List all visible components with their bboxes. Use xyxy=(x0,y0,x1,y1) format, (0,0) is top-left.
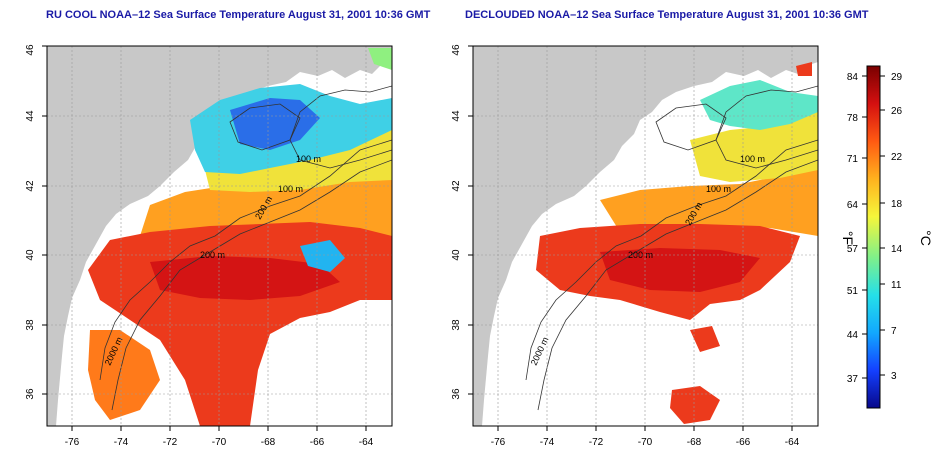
x-axis-ticks xyxy=(497,426,793,431)
celsius-tick-label: 18 xyxy=(891,199,903,210)
celsius-tick-label: 7 xyxy=(891,326,897,337)
sst-ne-patch xyxy=(796,62,812,76)
sst-south-patch xyxy=(670,386,720,424)
x-tick-label: -72 xyxy=(589,437,604,448)
y-tick-label: 42 xyxy=(451,180,462,192)
fahrenheit-unit-label: °F xyxy=(840,231,856,245)
contour-label-100m-b: 100 m xyxy=(706,184,731,194)
y-tick-label: 40 xyxy=(25,249,36,261)
x-tick-label: -76 xyxy=(491,437,506,448)
x-tick-label: -70 xyxy=(212,437,227,448)
y-tick-label: 44 xyxy=(451,110,462,122)
celsius-tick-label: 3 xyxy=(891,371,897,382)
panel-title-left: RU COOL NOAA–12 Sea Surface Temperature … xyxy=(46,9,431,21)
x-tick-label: -74 xyxy=(540,437,555,448)
fahrenheit-tick-label: 44 xyxy=(847,330,859,341)
x-tick-label: -68 xyxy=(261,437,276,448)
left-map-panel: 100 m 100 m 200 m 200 m 2000 m xyxy=(25,44,393,448)
bathymetry-contours xyxy=(99,85,392,411)
y-tick-label: 36 xyxy=(25,388,36,400)
sst-ne-patch xyxy=(368,48,392,70)
y-tick-label: 38 xyxy=(451,319,462,331)
land-mass xyxy=(47,46,392,426)
land-mass xyxy=(473,46,818,426)
fahrenheit-labels: 84 78 71 64 57 51 44 37 xyxy=(847,72,859,385)
sst-blue-core xyxy=(230,98,320,150)
y-tick-label: 38 xyxy=(25,319,36,331)
x-tick-label: -74 xyxy=(114,437,129,448)
fahrenheit-tick-label: 37 xyxy=(847,374,859,385)
fahrenheit-tick-label: 84 xyxy=(847,72,859,83)
bathymetry-contours xyxy=(525,85,818,411)
colorbar: 84 78 71 64 57 51 44 37 29 26 22 18 14 1… xyxy=(840,65,934,409)
y-tick-label: 44 xyxy=(25,110,36,122)
sst-west-eddy xyxy=(88,330,160,420)
y-tick-label: 40 xyxy=(451,249,462,261)
grid-lines xyxy=(473,46,818,426)
panel-title-right: DECLOUDED NOAA–12 Sea Surface Temperatur… xyxy=(465,9,869,21)
x-axis-ticks xyxy=(71,426,367,431)
x-tick-label: -64 xyxy=(359,437,374,448)
x-axis-labels: -76 -74 -72 -70 -68 -66 -64 xyxy=(491,437,800,448)
celsius-tick-label: 22 xyxy=(891,152,903,163)
celsius-unit-label: °C xyxy=(918,230,934,246)
celsius-labels: 29 26 22 18 14 11 7 3 xyxy=(891,72,903,382)
x-tick-label: -64 xyxy=(785,437,800,448)
fahrenheit-tick-label: 57 xyxy=(847,244,859,255)
x-tick-label: -70 xyxy=(638,437,653,448)
contour-label-200m-b: 200 m xyxy=(628,250,653,260)
y-axis-ticks xyxy=(468,45,473,395)
fahrenheit-tick-label: 78 xyxy=(847,113,859,124)
y-tick-label: 36 xyxy=(451,388,462,400)
y-axis-ticks xyxy=(42,45,47,395)
grid-lines xyxy=(47,46,392,426)
x-tick-label: -72 xyxy=(163,437,178,448)
y-tick-label: 46 xyxy=(451,44,462,56)
fahrenheit-tick-label: 71 xyxy=(847,154,859,165)
y-axis-labels: 36 38 40 42 44 46 xyxy=(25,44,36,400)
sst-hot-core xyxy=(600,248,760,292)
celsius-tick-label: 29 xyxy=(891,72,903,83)
sst-hot-core xyxy=(150,256,340,300)
x-tick-label: -76 xyxy=(65,437,80,448)
x-tick-label: -66 xyxy=(310,437,325,448)
sst-small-patch xyxy=(690,326,720,352)
colorbar-ticks xyxy=(862,75,885,379)
fahrenheit-tick-label: 51 xyxy=(847,286,859,297)
y-tick-label: 46 xyxy=(25,44,36,56)
sst-cool-patch xyxy=(300,240,345,272)
celsius-tick-label: 11 xyxy=(891,280,902,291)
contour-label-100m-b: 100 m xyxy=(278,184,303,194)
celsius-tick-label: 26 xyxy=(891,106,903,117)
y-axis-labels: 36 38 40 42 44 46 xyxy=(451,44,462,400)
contour-label-100m-a: 100 m xyxy=(740,154,765,164)
x-tick-label: -68 xyxy=(687,437,702,448)
right-map-panel: 100 m 100 m 200 m 200 m 2000 m -76 xyxy=(451,44,819,448)
x-axis-labels: -76 -74 -72 -70 -68 -66 -64 xyxy=(65,437,374,448)
contour-label-100m-a: 100 m xyxy=(296,154,321,164)
celsius-tick-label: 14 xyxy=(891,244,903,255)
x-tick-label: -66 xyxy=(736,437,751,448)
sst-cool-gulf xyxy=(700,80,818,130)
colorbar-gradient xyxy=(866,65,881,409)
fahrenheit-tick-label: 64 xyxy=(847,200,859,211)
y-tick-label: 42 xyxy=(25,180,36,192)
